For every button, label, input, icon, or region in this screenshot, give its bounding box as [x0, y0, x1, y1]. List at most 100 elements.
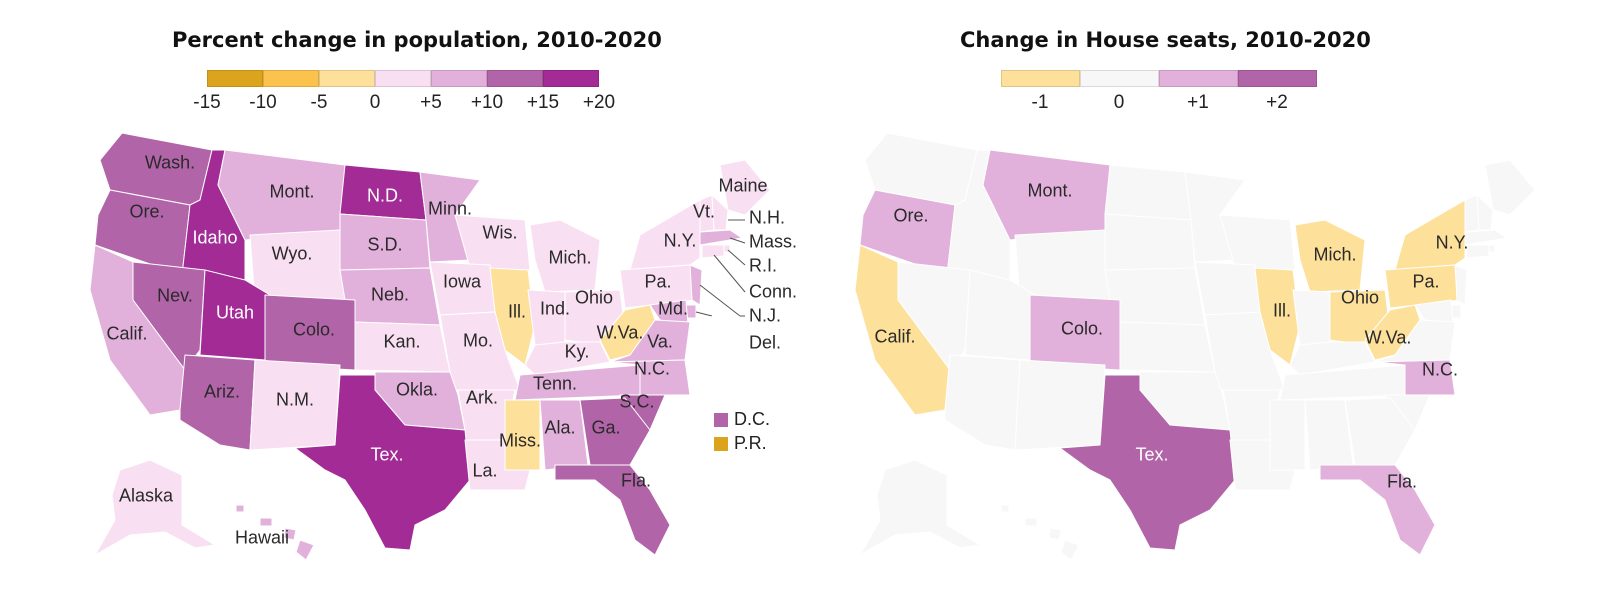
label-wva: W.Va. — [596, 322, 644, 343]
population-scale-swatch — [543, 70, 599, 87]
label-miss: Miss. — [499, 430, 541, 451]
population-scale-tick: +20 — [582, 92, 616, 113]
seats-state-alaska — [859, 459, 981, 556]
state-hawaii — [235, 504, 315, 561]
seats-scale-swatch — [1159, 70, 1238, 87]
state-nj — [689, 264, 703, 306]
seats-label-nc: N.C. — [1422, 359, 1458, 380]
pr-label: P.R. — [734, 433, 767, 453]
population-scale-tick: 0 — [369, 92, 381, 113]
seats-state-nd — [1104, 164, 1192, 221]
state-ore — [94, 189, 191, 276]
label-mo: Mo. — [462, 330, 494, 351]
label-ga: Ga. — [591, 417, 621, 438]
label-neb: Neb. — [370, 284, 410, 305]
label-alaska: Alaska — [118, 485, 174, 506]
seats-scale-tick: -1 — [1031, 92, 1049, 113]
population-change-map-panel: Percent change in population, 2010-2020 … — [89, 28, 798, 561]
label-mich: Mich. — [548, 247, 592, 268]
label-fla: Fla. — [620, 470, 652, 491]
state-mass — [699, 229, 743, 246]
seats-label-ohio: Ohio — [1340, 287, 1380, 308]
population-us-map — [89, 132, 771, 561]
label-minn: Minn. — [427, 198, 473, 219]
state-ariz — [179, 354, 256, 451]
label-ark: Ark. — [465, 387, 499, 408]
seats-state-hawaii — [1000, 504, 1080, 561]
label-ill: Ill. — [508, 301, 526, 322]
seats-state-iowa — [1194, 261, 1261, 316]
label-tex: Tex. — [370, 444, 404, 465]
label-ala: Ala. — [544, 417, 576, 438]
seats-state-shapes — [854, 132, 1536, 561]
population-scale-swatch — [263, 70, 319, 87]
label-vt: Vt. — [692, 201, 716, 222]
label-colo: Colo. — [292, 319, 336, 340]
seats-label-ore: Ore. — [893, 205, 929, 226]
seats-state-mass — [1464, 229, 1508, 246]
population-scale-swatch — [319, 70, 375, 87]
seats-label-fla: Fla. — [1386, 471, 1418, 492]
label-okla: Okla. — [395, 379, 439, 400]
label-nh: N.H. — [749, 207, 785, 228]
population-scale-swatch — [431, 70, 487, 87]
legend-dc: D.C. — [714, 409, 770, 430]
label-nm: N.M. — [276, 389, 314, 410]
label-ariz: Ariz. — [204, 381, 240, 402]
population-color-scale — [207, 70, 599, 87]
label-ore: Ore. — [129, 201, 165, 222]
label-ohio: Ohio — [574, 287, 614, 308]
seats-scale-swatch — [1238, 70, 1317, 87]
seats-state-ga — [1344, 397, 1416, 466]
population-scale-tick: +5 — [420, 92, 442, 113]
state-la — [464, 439, 531, 491]
northeast-leader-lines — [695, 219, 746, 346]
label-sc: S.C. — [619, 391, 655, 412]
population-scale-tick: +15 — [526, 92, 560, 113]
label-kan: Kan. — [383, 331, 421, 352]
state-maine — [719, 159, 771, 216]
label-hawaii: Hawaii — [234, 527, 290, 548]
label-tenn: Tenn. — [532, 373, 578, 394]
label-wis: Wis. — [482, 222, 518, 243]
seats-map-title: Change in House seats, 2010-2020 — [960, 28, 1371, 52]
label-nc: N.C. — [634, 358, 670, 379]
seats-label-mont: Mont. — [1027, 180, 1073, 201]
seats-label-pa: Pa. — [1412, 271, 1440, 292]
label-iowa: Iowa — [442, 271, 482, 292]
seats-state-wis — [1219, 214, 1296, 271]
label-sd: S.D. — [367, 234, 403, 255]
seats-label-colo: Colo. — [1060, 318, 1104, 339]
seats-state-ind — [1292, 289, 1331, 346]
population-scale-tick: -5 — [310, 92, 328, 113]
label-del: Del. — [749, 332, 782, 353]
dc-swatch — [714, 412, 728, 427]
population-scale-tick: +10 — [470, 92, 504, 113]
label-idaho: Idaho — [192, 227, 238, 248]
population-scale-swatch — [375, 70, 431, 87]
state-ga — [579, 397, 651, 466]
population-map-title: Percent change in population, 2010-2020 — [172, 28, 662, 52]
seats-scale-tick: +2 — [1266, 92, 1288, 113]
seats-state-ala — [1304, 399, 1354, 471]
label-ny: N.Y. — [663, 230, 697, 251]
seats-state-ariz — [944, 354, 1021, 451]
label-maine: Maine — [718, 175, 768, 196]
label-calif: Calif. — [106, 323, 148, 344]
label-wash: Wash. — [144, 152, 196, 173]
label-nd: N.D. — [367, 185, 403, 206]
seats-state-tex — [1059, 374, 1236, 551]
seats-state-kan — [1119, 321, 1216, 373]
label-ind: Ind. — [539, 298, 571, 319]
seats-state-ore — [859, 189, 956, 276]
seats-us-map — [854, 132, 1536, 561]
house-seats-map-panel: Change in House seats, 2010-2020 -1 0 +1… — [820, 0, 1600, 615]
label-utah: Utah — [215, 302, 255, 323]
label-mass: Mass. — [749, 231, 798, 252]
seats-label-tex: Tex. — [1135, 444, 1169, 465]
seats-state-la — [1229, 439, 1296, 491]
seats-label-wva: W.Va. — [1364, 327, 1412, 348]
seats-state-fla — [1319, 464, 1436, 556]
dc-label: D.C. — [734, 409, 770, 429]
label-wyo: Wyo. — [271, 243, 313, 264]
